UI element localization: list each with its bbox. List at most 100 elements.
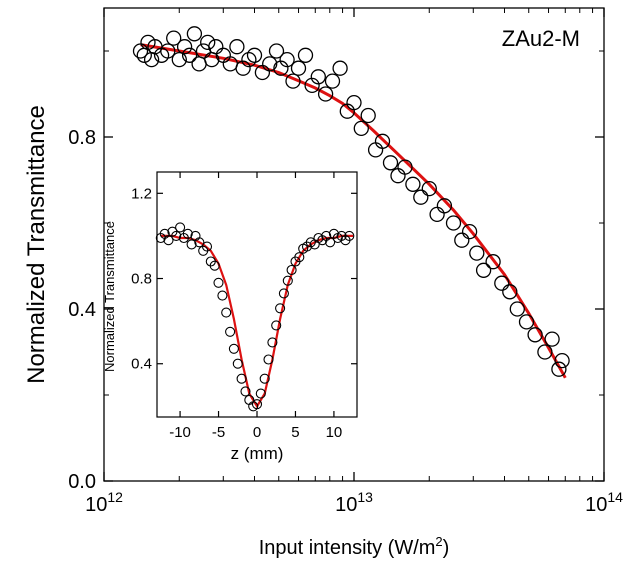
inset-data-point — [259, 373, 270, 384]
data-point — [268, 43, 285, 59]
x-tick-exponent: 14 — [607, 489, 623, 505]
inset-data-point — [286, 264, 297, 276]
y-axis-label: Normalized Transmittance — [23, 105, 50, 384]
inset-data-point — [225, 326, 236, 337]
x-tick-base: 10 — [335, 494, 357, 516]
x-axis-label-exponent: 2 — [435, 534, 442, 549]
inset-y-tick-label: 0.8 — [131, 271, 152, 288]
x-axis-label: Input intensity (W/m2) — [259, 534, 450, 559]
inset-data-point — [344, 230, 355, 241]
data-point — [509, 301, 525, 317]
data-point — [317, 86, 334, 102]
inset-data-point — [194, 237, 205, 248]
data-point — [229, 39, 245, 55]
inset-data-point — [232, 358, 243, 369]
inset-data-point — [228, 343, 239, 354]
inset-data-point — [267, 337, 278, 348]
data-point — [485, 254, 501, 270]
data-point — [527, 327, 543, 343]
data-point — [518, 314, 535, 330]
sample-annotation: ZAu2-M — [502, 26, 580, 51]
data-point — [360, 107, 376, 124]
data-point — [186, 26, 203, 42]
inset-data-point — [209, 260, 220, 271]
y-tick-label: 0.4 — [68, 299, 96, 321]
data-point — [353, 120, 369, 137]
x-tick-exponent: 12 — [107, 489, 123, 505]
inset-y-axis-label: Normalized Transmittance — [102, 221, 117, 372]
data-point — [405, 176, 421, 192]
data-point — [246, 47, 263, 63]
inset-data-point — [275, 303, 286, 314]
inset-y-tick-label: 0.4 — [131, 356, 152, 373]
x-axis-label-text: Input intensity (W/m — [259, 537, 436, 559]
inset-data-point — [217, 290, 228, 301]
data-point — [454, 232, 470, 248]
inset-data-point — [271, 320, 282, 331]
inset-data-point — [278, 288, 289, 299]
data-point — [390, 168, 406, 184]
x-tick-label: 1012 — [85, 489, 123, 516]
data-point — [324, 73, 341, 89]
data-point — [469, 245, 485, 261]
data-point — [235, 60, 251, 76]
inset-data-point — [221, 307, 232, 318]
data-point — [200, 34, 216, 51]
data-point — [166, 30, 182, 46]
inset-plot: -10 -5 0 5 10 0.4 0.8 1.2 z (mm) Normalized Trans… — [102, 171, 358, 463]
data-point — [502, 284, 518, 300]
x-tick-label: 1013 — [335, 489, 373, 516]
inset-data-point — [251, 399, 263, 410]
inset-data-point — [186, 239, 197, 250]
x-tick-label: 1014 — [585, 489, 623, 516]
inset-data-point — [325, 237, 336, 248]
data-point — [461, 223, 478, 240]
data-point — [367, 142, 384, 158]
inset-x-tick-label: 0 — [253, 424, 261, 441]
data-point — [374, 133, 391, 149]
inset-frame — [156, 171, 358, 418]
inset-x-tick-label: -10 — [169, 424, 191, 441]
data-point — [445, 215, 462, 231]
data-point — [191, 56, 207, 72]
data-point — [181, 47, 198, 63]
data-point — [290, 60, 307, 76]
x-tick-exponent: 13 — [357, 489, 373, 505]
x-tick-base: 10 — [585, 494, 607, 516]
data-point — [241, 51, 257, 68]
data-point — [429, 206, 445, 223]
data-point — [554, 352, 570, 369]
inset-data-point — [171, 230, 182, 241]
x-axis-label-suffix: ) — [443, 537, 450, 559]
inset-data-point — [175, 222, 186, 233]
data-point — [279, 51, 295, 68]
inset-data-point — [201, 241, 213, 252]
data-point — [551, 361, 567, 377]
data-point — [382, 155, 399, 171]
data-point — [332, 60, 348, 76]
data-point — [421, 180, 437, 197]
data-point — [397, 159, 413, 175]
data-point — [262, 56, 278, 72]
data-point — [132, 43, 149, 59]
inset-data-point — [263, 354, 274, 365]
data-point — [413, 189, 429, 205]
inset-data-point — [213, 277, 224, 288]
inset-data-point — [163, 235, 174, 246]
inset-data-point — [236, 373, 247, 384]
inset-x-tick-label: 10 — [326, 424, 343, 441]
data-point — [215, 47, 231, 63]
inset-data-point — [240, 386, 251, 397]
data-point — [544, 331, 560, 347]
inset-data-point — [255, 388, 266, 399]
data-point — [346, 94, 362, 111]
inset-x-axis-label: z (mm) — [231, 444, 284, 463]
data-point — [436, 198, 453, 214]
data-point — [297, 47, 314, 63]
data-point — [475, 262, 492, 278]
x-tick-base: 10 — [85, 494, 107, 516]
data-point — [171, 51, 187, 68]
data-point — [285, 73, 301, 89]
